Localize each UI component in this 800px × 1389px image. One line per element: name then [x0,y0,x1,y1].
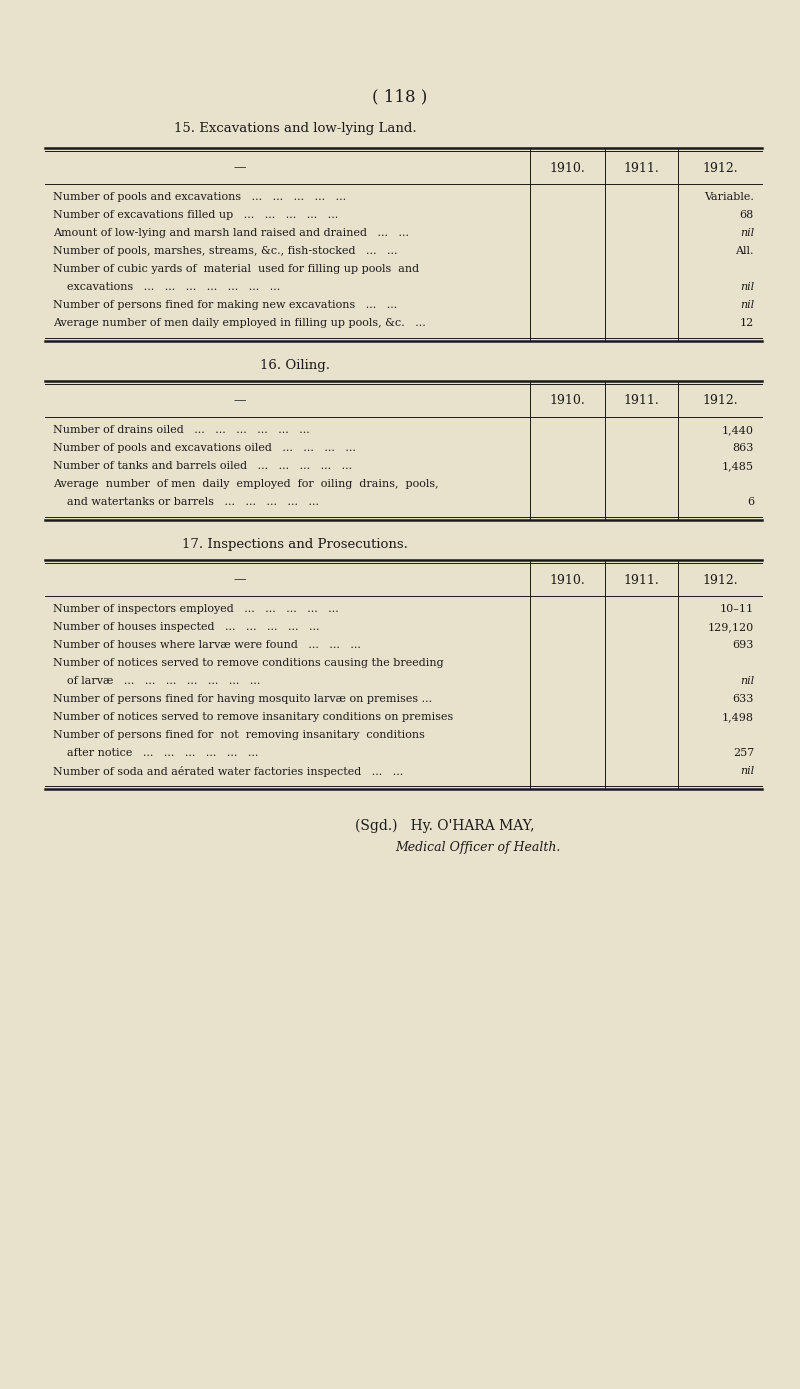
Text: 1912.: 1912. [702,574,738,586]
Text: Number of notices served to remove insanitary conditions on premises: Number of notices served to remove insan… [53,713,454,722]
Text: nil: nil [740,676,754,686]
Text: 1,440: 1,440 [722,425,754,435]
Text: excavations   ...   ...   ...   ...   ...   ...   ...: excavations ... ... ... ... ... ... ... [53,282,280,292]
Text: of larvæ   ...   ...   ...   ...   ...   ...   ...: of larvæ ... ... ... ... ... ... ... [53,676,260,686]
Text: Number of excavations filled up   ...   ...   ...   ...   ...: Number of excavations filled up ... ... … [53,210,338,219]
Text: ( 118 ): ( 118 ) [372,88,428,106]
Text: All.: All. [735,246,754,256]
Text: Number of notices served to remove conditions causing the breeding: Number of notices served to remove condi… [53,658,444,668]
Text: 1912.: 1912. [702,394,738,407]
Text: 17. Inspections and Prosecutions.: 17. Inspections and Prosecutions. [182,538,408,551]
Text: Number of pools, marshes, streams, &c., fish-stocked   ...   ...: Number of pools, marshes, streams, &c., … [53,246,398,256]
Text: Average number of men daily employed in filling up pools, &c.   ...: Average number of men daily employed in … [53,318,426,328]
Text: after notice   ...   ...   ...   ...   ...   ...: after notice ... ... ... ... ... ... [53,749,258,758]
Text: Number of tanks and barrels oiled   ...   ...   ...   ...   ...: Number of tanks and barrels oiled ... ..… [53,461,352,471]
Text: 16. Oiling.: 16. Oiling. [260,358,330,372]
Text: 1912.: 1912. [702,161,738,175]
Text: 68: 68 [740,210,754,219]
Text: 129,120: 129,120 [708,622,754,632]
Text: nil: nil [740,228,754,238]
Text: Number of persons fined for  not  removing insanitary  conditions: Number of persons fined for not removing… [53,731,425,740]
Text: (Sgd.)   Hy. O'HARA MAY,: (Sgd.) Hy. O'HARA MAY, [355,820,534,833]
Text: —: — [234,574,246,586]
Text: 1911.: 1911. [624,161,659,175]
Text: 1910.: 1910. [550,394,586,407]
Text: 693: 693 [733,640,754,650]
Text: 1910.: 1910. [550,161,586,175]
Text: 863: 863 [733,443,754,453]
Text: Number of pools and excavations   ...   ...   ...   ...   ...: Number of pools and excavations ... ... … [53,192,346,201]
Text: 15. Excavations and low-lying Land.: 15. Excavations and low-lying Land. [174,122,416,135]
Text: nil: nil [740,282,754,292]
Text: 1910.: 1910. [550,574,586,586]
Text: Number of inspectors employed   ...   ...   ...   ...   ...: Number of inspectors employed ... ... ..… [53,604,338,614]
Text: 1,485: 1,485 [722,461,754,471]
Text: Number of persons fined for having mosquito larvæ on premises ...: Number of persons fined for having mosqu… [53,694,432,704]
Text: Number of pools and excavations oiled   ...   ...   ...   ...: Number of pools and excavations oiled ..… [53,443,356,453]
Text: Number of cubic yards of  material  used for filling up pools  and: Number of cubic yards of material used f… [53,264,419,274]
Text: Number of soda and aérated water factories inspected   ...   ...: Number of soda and aérated water factori… [53,765,403,776]
Text: Variable.: Variable. [704,192,754,201]
Text: 10–11: 10–11 [720,604,754,614]
Text: 1,498: 1,498 [722,713,754,722]
Text: and watertanks or barrels   ...   ...   ...   ...   ...: and watertanks or barrels ... ... ... ..… [53,497,319,507]
Text: Number of persons fined for making new excavations   ...   ...: Number of persons fined for making new e… [53,300,398,310]
Text: Amount of low-lying and marsh land raised and drained   ...   ...: Amount of low-lying and marsh land raise… [53,228,409,238]
Text: 1911.: 1911. [624,574,659,586]
Text: Number of drains oiled   ...   ...   ...   ...   ...   ...: Number of drains oiled ... ... ... ... .… [53,425,310,435]
Text: —: — [234,161,246,175]
Text: nil: nil [740,300,754,310]
Text: Number of houses inspected   ...   ...   ...   ...   ...: Number of houses inspected ... ... ... .… [53,622,319,632]
Text: Number of houses where larvæ were found   ...   ...   ...: Number of houses where larvæ were found … [53,640,361,650]
Text: Average  number  of men  daily  employed  for  oiling  drains,  pools,: Average number of men daily employed for… [53,479,438,489]
Text: 6: 6 [747,497,754,507]
Text: Medical Officer of Health.: Medical Officer of Health. [395,840,560,854]
Text: nil: nil [740,765,754,776]
Text: —: — [234,394,246,407]
Text: 1911.: 1911. [624,394,659,407]
Text: 257: 257 [733,749,754,758]
Text: 633: 633 [733,694,754,704]
Text: 12: 12 [740,318,754,328]
